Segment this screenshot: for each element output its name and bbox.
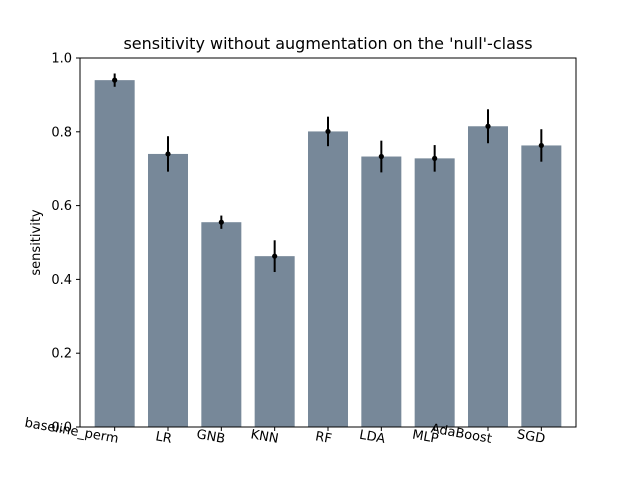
mean-point-SGD xyxy=(538,142,544,149)
mean-point-AdaBoost xyxy=(485,123,491,129)
x-tick-label-MLP: MLP xyxy=(411,428,440,447)
mean-point-KNN xyxy=(272,253,278,259)
x-tick-label-SGD: SGD xyxy=(516,427,547,447)
bar-LR xyxy=(148,153,188,427)
x-tick-label-LDA: LDA xyxy=(358,428,386,447)
chart-title: sensitivity without augmentation on the … xyxy=(123,34,532,53)
mean-point-LR xyxy=(165,151,171,157)
y-tick-label-0.4: 0.4 xyxy=(51,273,72,288)
y-tick-label-0.8: 0.8 xyxy=(51,125,72,140)
mean-point-GNB xyxy=(218,219,224,225)
mean-point-LDA xyxy=(378,153,384,160)
bars-group xyxy=(94,80,562,428)
x-tick-label-KNN: KNN xyxy=(249,427,279,447)
y-tick-label-1.0: 1.0 xyxy=(51,52,72,67)
x-tick-label-GNB: GNB xyxy=(195,427,226,447)
y-tick-label-0.0: 0.0 xyxy=(51,421,72,436)
x-tick-label-RF: RF xyxy=(314,429,333,447)
y-axis-label: sensitivity xyxy=(29,209,44,276)
bar-LDA xyxy=(361,156,402,427)
y-axis: 0.0 0.2 0.4 0.6 0.8 1.0 xyxy=(51,52,80,436)
bar-SGD xyxy=(521,145,562,427)
mean-point-baseline_perm xyxy=(112,77,118,83)
y-tick-label-0.6: 0.6 xyxy=(51,199,72,214)
mean-point-RF xyxy=(325,128,331,135)
y-tick-label-0.2: 0.2 xyxy=(51,347,72,362)
x-tick-label-LR: LR xyxy=(154,429,173,447)
bar-AdaBoost xyxy=(468,126,508,427)
bar-baseline_perm xyxy=(94,80,135,427)
bar-MLP xyxy=(414,158,455,428)
error-bars-group xyxy=(112,73,544,273)
bar-RF xyxy=(308,131,348,427)
bar-KNN xyxy=(254,256,295,427)
mean-point-MLP xyxy=(432,155,438,161)
bar-GNB xyxy=(201,222,242,427)
